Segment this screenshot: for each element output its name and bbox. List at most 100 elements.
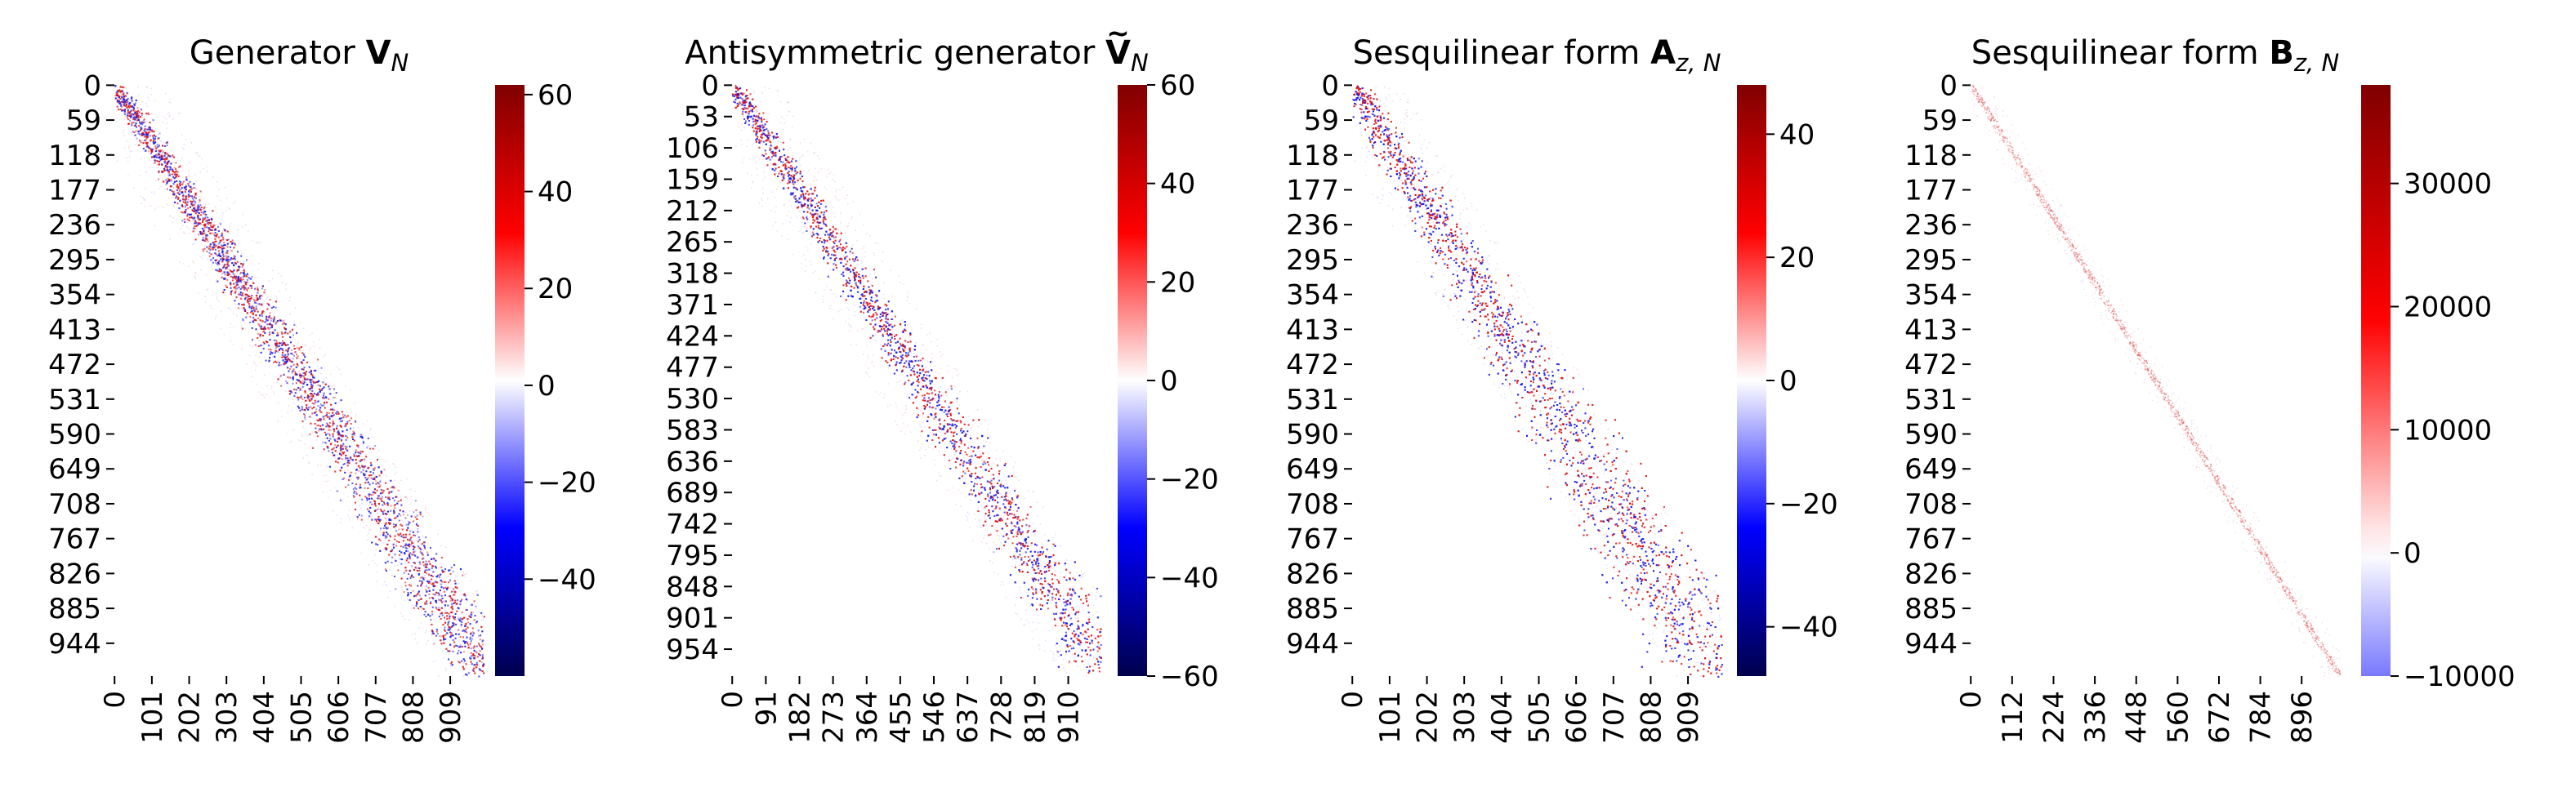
heatmap-cell <box>196 205 199 207</box>
heatmap-cell <box>200 211 203 214</box>
heatmap-cell <box>246 273 248 275</box>
heatmap-cell <box>345 438 347 441</box>
heatmap-cell <box>407 514 408 516</box>
heatmap-cell <box>134 118 136 121</box>
heatmap-cell <box>449 643 452 646</box>
heatmap-cell <box>353 489 355 491</box>
heatmap-cell <box>360 471 363 474</box>
heatmap-cell <box>401 519 404 522</box>
heatmap-cell <box>319 407 322 409</box>
heatmap-cell <box>235 276 238 278</box>
heatmap-cell <box>319 410 321 412</box>
heatmap-cell <box>374 488 376 491</box>
heatmap-cell <box>450 662 453 665</box>
heatmap-cell <box>163 161 165 163</box>
heatmap-cell <box>275 347 277 349</box>
heatmap-cell <box>123 102 125 105</box>
heatmap-cell <box>470 657 472 660</box>
heatmap-cell <box>236 283 239 286</box>
heatmap-cell <box>373 491 375 493</box>
heatmap-cell <box>258 324 261 327</box>
heatmap-cell <box>227 274 229 276</box>
heatmap-cell <box>158 150 161 153</box>
heatmap-cell <box>371 518 373 521</box>
heatmap-cell <box>245 224 247 226</box>
heatmap-cell <box>360 459 363 461</box>
heatmap-cell <box>425 616 427 617</box>
heatmap-cell <box>199 198 201 201</box>
heatmap-cell <box>298 347 301 349</box>
heatmap-cell <box>301 380 304 382</box>
heatmap-cell <box>207 216 209 219</box>
heatmap-cell <box>323 428 325 430</box>
heatmap-cell <box>226 252 229 255</box>
heatmap-cell <box>461 660 463 662</box>
heatmap-cell <box>410 515 413 518</box>
heatmap-cell <box>234 243 237 246</box>
heatmap-cell <box>373 472 374 474</box>
heatmap-cell <box>354 462 356 465</box>
heatmap-cell <box>325 397 328 398</box>
heatmap-cell <box>301 385 304 388</box>
heatmap-cell <box>439 609 441 612</box>
heatmap-cell <box>142 119 145 122</box>
heatmap-cell <box>262 303 265 305</box>
heatmap-cell <box>302 327 305 329</box>
heatmap-cell <box>445 600 447 603</box>
heatmap-cell <box>328 439 330 442</box>
heatmap-cell <box>245 316 248 318</box>
heatmap-cell <box>279 348 281 350</box>
heatmap-cell <box>264 397 266 398</box>
heatmap-cell <box>448 621 450 623</box>
heatmap-cell <box>179 185 181 187</box>
heatmap-cell <box>346 446 348 448</box>
heatmap-cell <box>337 451 338 453</box>
heatmap-cell <box>444 621 447 624</box>
heatmap-cell <box>379 518 382 521</box>
heatmap-cell <box>434 565 436 567</box>
heatmap-cell <box>318 394 320 396</box>
heatmap-cell <box>363 450 364 452</box>
heatmap-cell <box>123 118 125 120</box>
heatmap-cell <box>199 209 202 211</box>
heatmap-cell <box>203 226 206 229</box>
heatmap-cell <box>397 489 400 492</box>
heatmap-cell <box>384 535 386 537</box>
heatmap-cell <box>450 610 453 612</box>
heatmap-cell <box>388 569 391 571</box>
heatmap-cell <box>202 239 204 241</box>
heatmap-cell <box>258 303 261 305</box>
heatmap-cell <box>424 566 426 568</box>
heatmap-cell <box>431 606 434 608</box>
heatmap-cell <box>193 203 195 206</box>
heatmap-cell <box>480 625 483 628</box>
heatmap-cell <box>156 164 158 166</box>
heatmap-cell <box>467 618 469 621</box>
heatmap-cell <box>191 216 193 218</box>
heatmap-cell <box>434 612 436 613</box>
heatmap-cell <box>181 187 183 189</box>
heatmap-cell <box>296 354 297 355</box>
heatmap-cell <box>246 289 248 291</box>
heatmap-cell <box>413 554 416 556</box>
heatmap-cell <box>395 588 397 590</box>
heatmap-cell <box>217 225 219 228</box>
heatmap-cell <box>198 212 200 214</box>
heatmap-cell <box>287 354 289 356</box>
heatmap-cell <box>327 424 329 426</box>
heatmap-cell <box>218 189 220 190</box>
heatmap-cell <box>373 476 376 478</box>
heatmap-cell <box>217 195 219 198</box>
heatmap-cell <box>119 91 122 93</box>
heatmap-cell <box>257 242 259 244</box>
heatmap-cell <box>403 540 404 542</box>
heatmap-cell <box>250 297 252 300</box>
heatmap-cell <box>339 469 342 472</box>
heatmap-cell <box>376 489 378 492</box>
heatmap-cell <box>242 278 244 281</box>
heatmap-cell <box>355 491 358 493</box>
heatmap-cell <box>299 358 301 360</box>
heatmap-cell <box>388 518 391 521</box>
heatmap-cell <box>471 663 473 665</box>
